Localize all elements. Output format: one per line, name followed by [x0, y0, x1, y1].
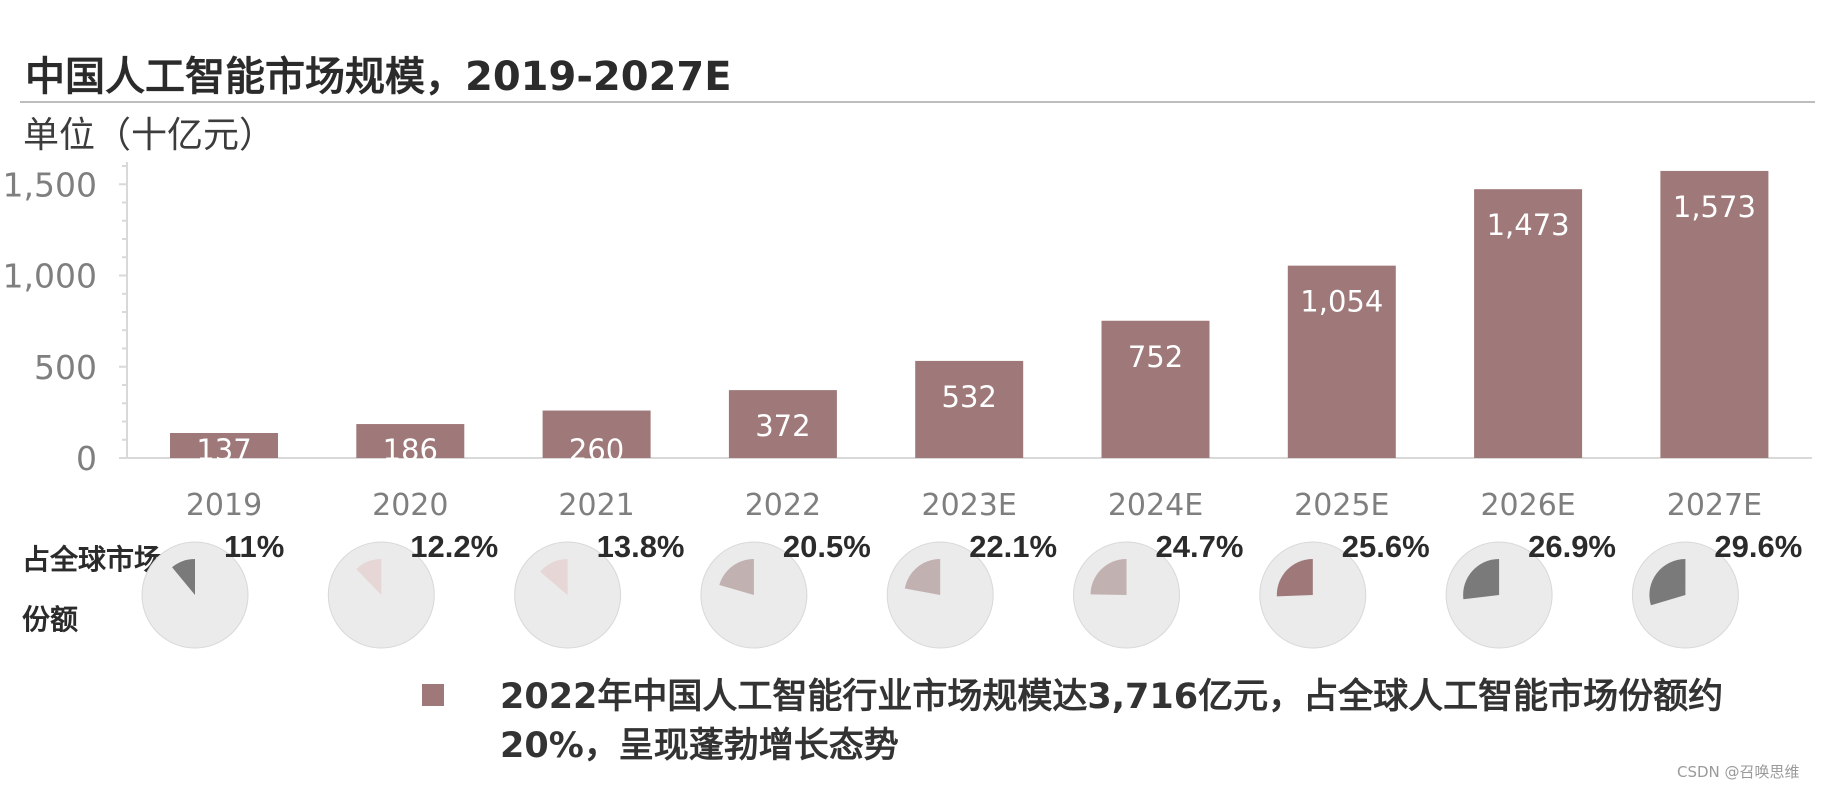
share-pie-label: 26.9%: [1528, 530, 1616, 564]
share-pie-label: 20.5%: [783, 530, 871, 564]
share-pie-slice: [356, 559, 382, 595]
bar: [1660, 170, 1769, 459]
bar-value-label: 260: [569, 433, 624, 467]
bar-value-label: 372: [755, 409, 810, 443]
y-tick-label: 500: [34, 348, 97, 387]
x-tick-label: 2027E: [1667, 488, 1762, 520]
bar: [1101, 320, 1210, 458]
bar-value-label: 1,573: [1673, 190, 1756, 224]
bar: [170, 432, 278, 458]
title-divider: [20, 101, 1815, 103]
share-pie-label: 24.7%: [1156, 530, 1244, 564]
x-tick-label: 2026E: [1480, 488, 1575, 520]
share-pie-label: 12.2%: [410, 530, 498, 564]
share-row-label: 占全球市场份额: [22, 543, 163, 636]
chart-title: 中国人工智能市场规模，2019-2027E: [25, 54, 732, 100]
share-pie-slice: [1276, 559, 1313, 597]
share-pie-label: 13.8%: [597, 530, 685, 564]
market-share-pies: 11% 12.2% 13.8% 20.5% 22.1% 24.7% 25.6% 26.9% 29…: [141, 530, 1802, 649]
bar-chart: 0 500 1,000 1,500 137 2019 186 2020 260 2021 372 20…: [3, 162, 1812, 520]
bar: [1474, 189, 1583, 459]
share-pie-slice: [540, 559, 568, 595]
x-tick-label: 2025E: [1294, 488, 1389, 520]
x-tick-label: 2023E: [922, 488, 1017, 520]
share-pie-label: 22.1%: [969, 530, 1057, 564]
unit-label: 单位（十亿元）: [23, 115, 276, 156]
watermark: CSDN @召唤思维: [1677, 763, 1800, 781]
share-pie-label: 11%: [224, 530, 284, 564]
x-tick-label: 2019: [186, 488, 262, 520]
bar-value-label: 532: [942, 380, 997, 414]
bar: [728, 390, 837, 458]
x-tick-label: 2024E: [1108, 488, 1203, 520]
y-tick-label: 0: [76, 439, 97, 478]
bar-value-label: 1,473: [1487, 208, 1570, 242]
x-tick-label: 2021: [558, 488, 634, 520]
bar: [542, 410, 651, 458]
bar-value-label: 1,054: [1300, 285, 1383, 319]
x-tick-label: 2022: [745, 488, 821, 520]
y-tick-label: 1,000: [3, 257, 97, 296]
share-pie-label: 25.6%: [1342, 530, 1430, 564]
bar: [915, 360, 1024, 458]
x-tick-label: 2020: [372, 488, 448, 520]
bar: [356, 424, 465, 458]
note-bullet-icon: [422, 684, 444, 706]
share-pie-slice: [1463, 559, 1500, 600]
share-pie-slice: [719, 559, 754, 595]
share-pie-slice: [1649, 559, 1686, 606]
share-pie-slice: [172, 559, 195, 595]
share-pie-label: 29.6%: [1714, 530, 1802, 564]
bar-value-label: 186: [383, 433, 438, 467]
share-pie-slice: [1090, 559, 1127, 595]
bar: [1287, 265, 1396, 458]
bar-value-label: 752: [1128, 340, 1183, 374]
y-tick-label: 1,500: [3, 165, 97, 204]
summary-note: 2022年中国人工智能行业市场规模达3,716亿元，占全球人工智能市场份额约20…: [500, 677, 1724, 766]
share-pie-slice: [904, 559, 941, 595]
bar-value-label: 137: [196, 433, 251, 467]
